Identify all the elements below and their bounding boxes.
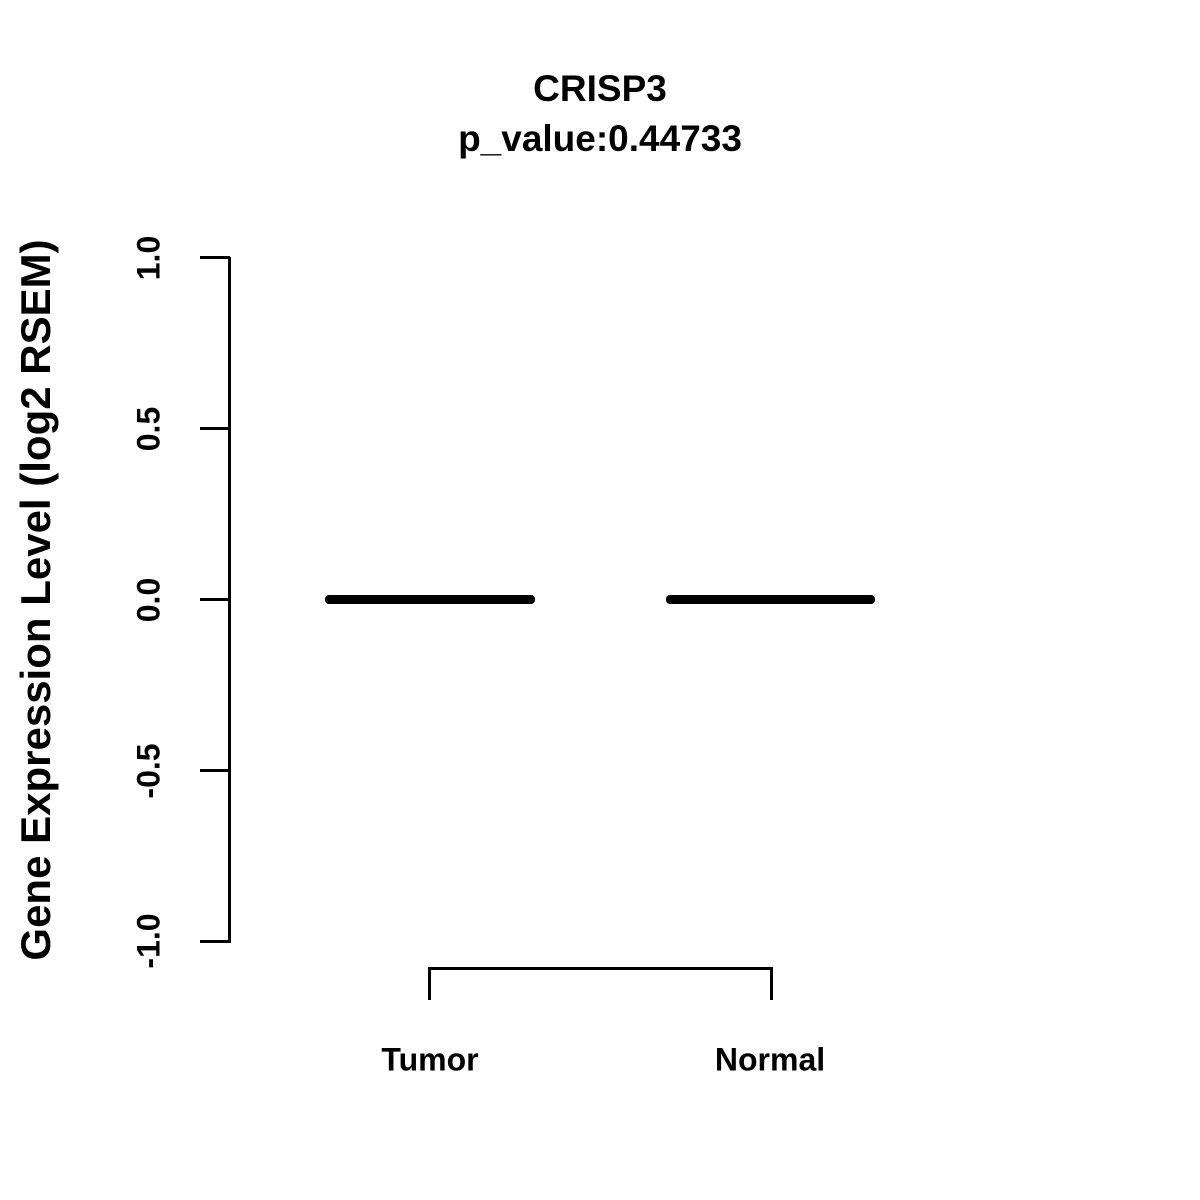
y-tick-label-0.0: 0.0 xyxy=(130,577,167,623)
median-line-normal xyxy=(666,595,875,604)
y-tick-label-0.5: 0.5 xyxy=(130,406,167,452)
comparison-bracket-right-end xyxy=(770,967,773,1000)
comparison-bracket-left-end xyxy=(428,967,431,1000)
comparison-bracket-horizontal xyxy=(428,967,773,970)
y-axis-tick--0.5 xyxy=(200,769,230,772)
group-label-normal: Normal xyxy=(714,1041,826,1078)
y-axis-tick-0.5 xyxy=(200,427,230,430)
y-tick-label--1.0: -1.0 xyxy=(130,913,167,969)
y-axis-label: Gene Expression Level (log2 RSEM) xyxy=(12,239,59,961)
y-axis-tick-0.0 xyxy=(200,598,230,601)
y-tick-label--0.5: -0.5 xyxy=(130,743,167,799)
chart-title: CRISP3 xyxy=(533,68,667,109)
median-line-tumor xyxy=(325,595,535,604)
title-block: CRISP3 p_value:0.44733 xyxy=(0,64,1200,164)
y-tick-label-1.0: 1.0 xyxy=(130,235,167,281)
group-label-tumor: Tumor xyxy=(381,1041,479,1078)
y-axis-tick-1.0 xyxy=(200,256,230,259)
y-axis-tick--1.0 xyxy=(200,940,230,943)
chart-subtitle: p_value:0.44733 xyxy=(458,118,742,159)
